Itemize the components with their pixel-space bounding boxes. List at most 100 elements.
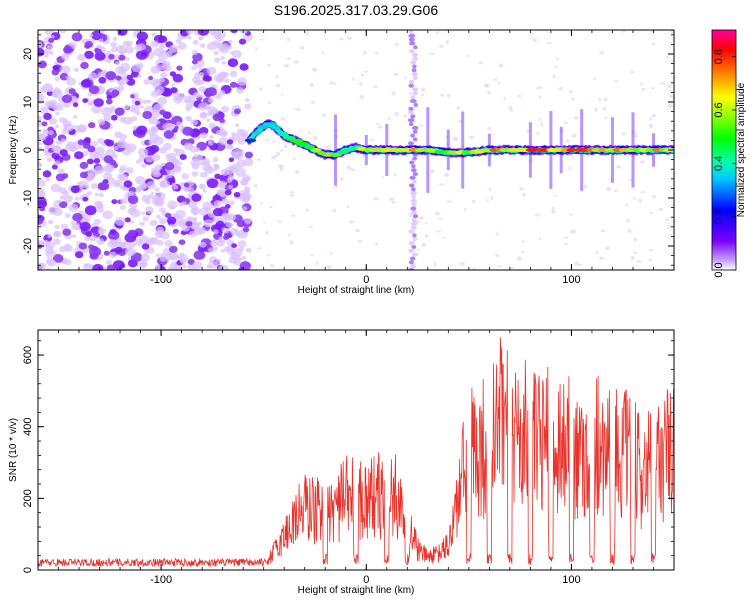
vertical-stripe	[412, 233, 417, 238]
background-speckle	[377, 125, 383, 129]
noise-blob	[198, 36, 204, 41]
noise-blob	[182, 126, 194, 136]
noise-blob	[45, 249, 56, 258]
noise-blob	[106, 94, 113, 100]
noise-blob	[105, 98, 113, 105]
noise-blob	[245, 247, 252, 253]
noise-blob	[136, 159, 142, 164]
noise-blob	[59, 30, 67, 34]
noise-blob	[54, 76, 61, 82]
noise-blob	[213, 246, 219, 251]
noise-blob	[43, 53, 49, 58]
background-speckle	[649, 211, 654, 215]
noise-blob	[52, 254, 64, 263]
noise-blob	[105, 71, 117, 81]
noise-blob	[227, 58, 239, 68]
noise-blob	[79, 221, 91, 231]
background-speckle	[360, 73, 364, 76]
noise-blob	[62, 190, 70, 196]
background-speckle	[408, 91, 412, 96]
background-speckle	[472, 199, 476, 204]
background-speckle	[256, 158, 261, 162]
noise-blob	[181, 94, 186, 98]
noise-blob	[123, 116, 133, 125]
track-peak	[257, 125, 270, 129]
background-speckle	[521, 240, 526, 243]
vertical-stripe	[412, 91, 418, 96]
background-speckle	[469, 135, 475, 140]
background-speckle	[394, 42, 399, 47]
noise-blob	[100, 107, 112, 116]
x-tick-label: 100	[562, 274, 580, 286]
snr-xlabel: Height of straight line (km)	[298, 585, 415, 596]
colorbar-tick-label: 0.2	[713, 209, 725, 224]
background-speckle	[625, 203, 628, 207]
noise-blob	[60, 65, 71, 74]
noise-blob	[93, 158, 101, 164]
noise-blob	[111, 89, 120, 97]
noise-blob	[220, 168, 230, 176]
background-speckle	[332, 208, 337, 213]
background-speckle	[633, 237, 638, 242]
background-speckle	[311, 67, 318, 72]
noise-blob	[55, 124, 59, 128]
background-speckle	[253, 183, 258, 188]
noise-blob	[214, 92, 222, 100]
background-speckle	[421, 87, 426, 92]
background-speckle	[420, 93, 425, 97]
noise-blob	[155, 120, 161, 125]
noise-blob	[157, 96, 168, 106]
noise-blob	[134, 100, 141, 106]
noise-blob	[237, 240, 247, 248]
background-speckle	[539, 95, 542, 99]
colorbar-tick-label: 0.8	[713, 49, 725, 64]
background-speckle	[259, 87, 263, 91]
noise-blob	[125, 247, 136, 257]
noise-blob	[233, 151, 244, 161]
noise-blob	[84, 205, 97, 216]
noise-blob	[97, 137, 105, 144]
background-speckle	[429, 52, 435, 56]
colorbar-ticks: 0.0 0.2 0.4 0.6 0.8	[713, 49, 736, 278]
noise-blob	[210, 239, 219, 247]
background-speckle	[308, 225, 313, 229]
background-speckle	[576, 263, 582, 267]
noise-blob	[216, 258, 222, 263]
noise-blob	[38, 142, 42, 146]
background-speckle	[442, 236, 445, 240]
background-speckle	[569, 231, 572, 234]
noise-blob	[212, 208, 223, 217]
vertical-stripe	[410, 114, 416, 119]
noise-blob	[209, 135, 214, 139]
noise-blob	[206, 178, 219, 189]
background-speckle	[651, 87, 655, 90]
noise-blob	[176, 65, 183, 71]
noise-blob	[171, 114, 175, 118]
noise-blob	[41, 121, 48, 127]
background-speckle	[349, 220, 354, 224]
noise-blob	[233, 108, 241, 115]
background-speckle	[315, 261, 319, 266]
noise-blob	[191, 49, 198, 56]
background-speckle	[627, 229, 632, 234]
background-speckle	[307, 131, 311, 134]
noise-blob	[236, 87, 245, 94]
vertical-stripe	[411, 245, 417, 249]
noise-blob	[160, 231, 170, 240]
background-speckle	[294, 107, 300, 111]
background-speckle	[628, 178, 633, 181]
noise-blob	[181, 201, 187, 207]
noise-blob	[213, 167, 218, 172]
noise-blob	[163, 130, 174, 139]
noise-blob	[215, 42, 223, 48]
background-speckle	[517, 94, 522, 98]
background-speckle	[626, 218, 630, 223]
noise-blob	[47, 259, 57, 267]
background-speckle	[540, 122, 544, 127]
spectrogram-ylabel: Frequency (Hz)	[8, 116, 19, 185]
noise-blob	[114, 107, 125, 116]
noise-blob	[55, 173, 66, 182]
noise-blob	[64, 213, 71, 218]
background-speckle	[286, 57, 291, 61]
noise-blob	[141, 194, 150, 202]
